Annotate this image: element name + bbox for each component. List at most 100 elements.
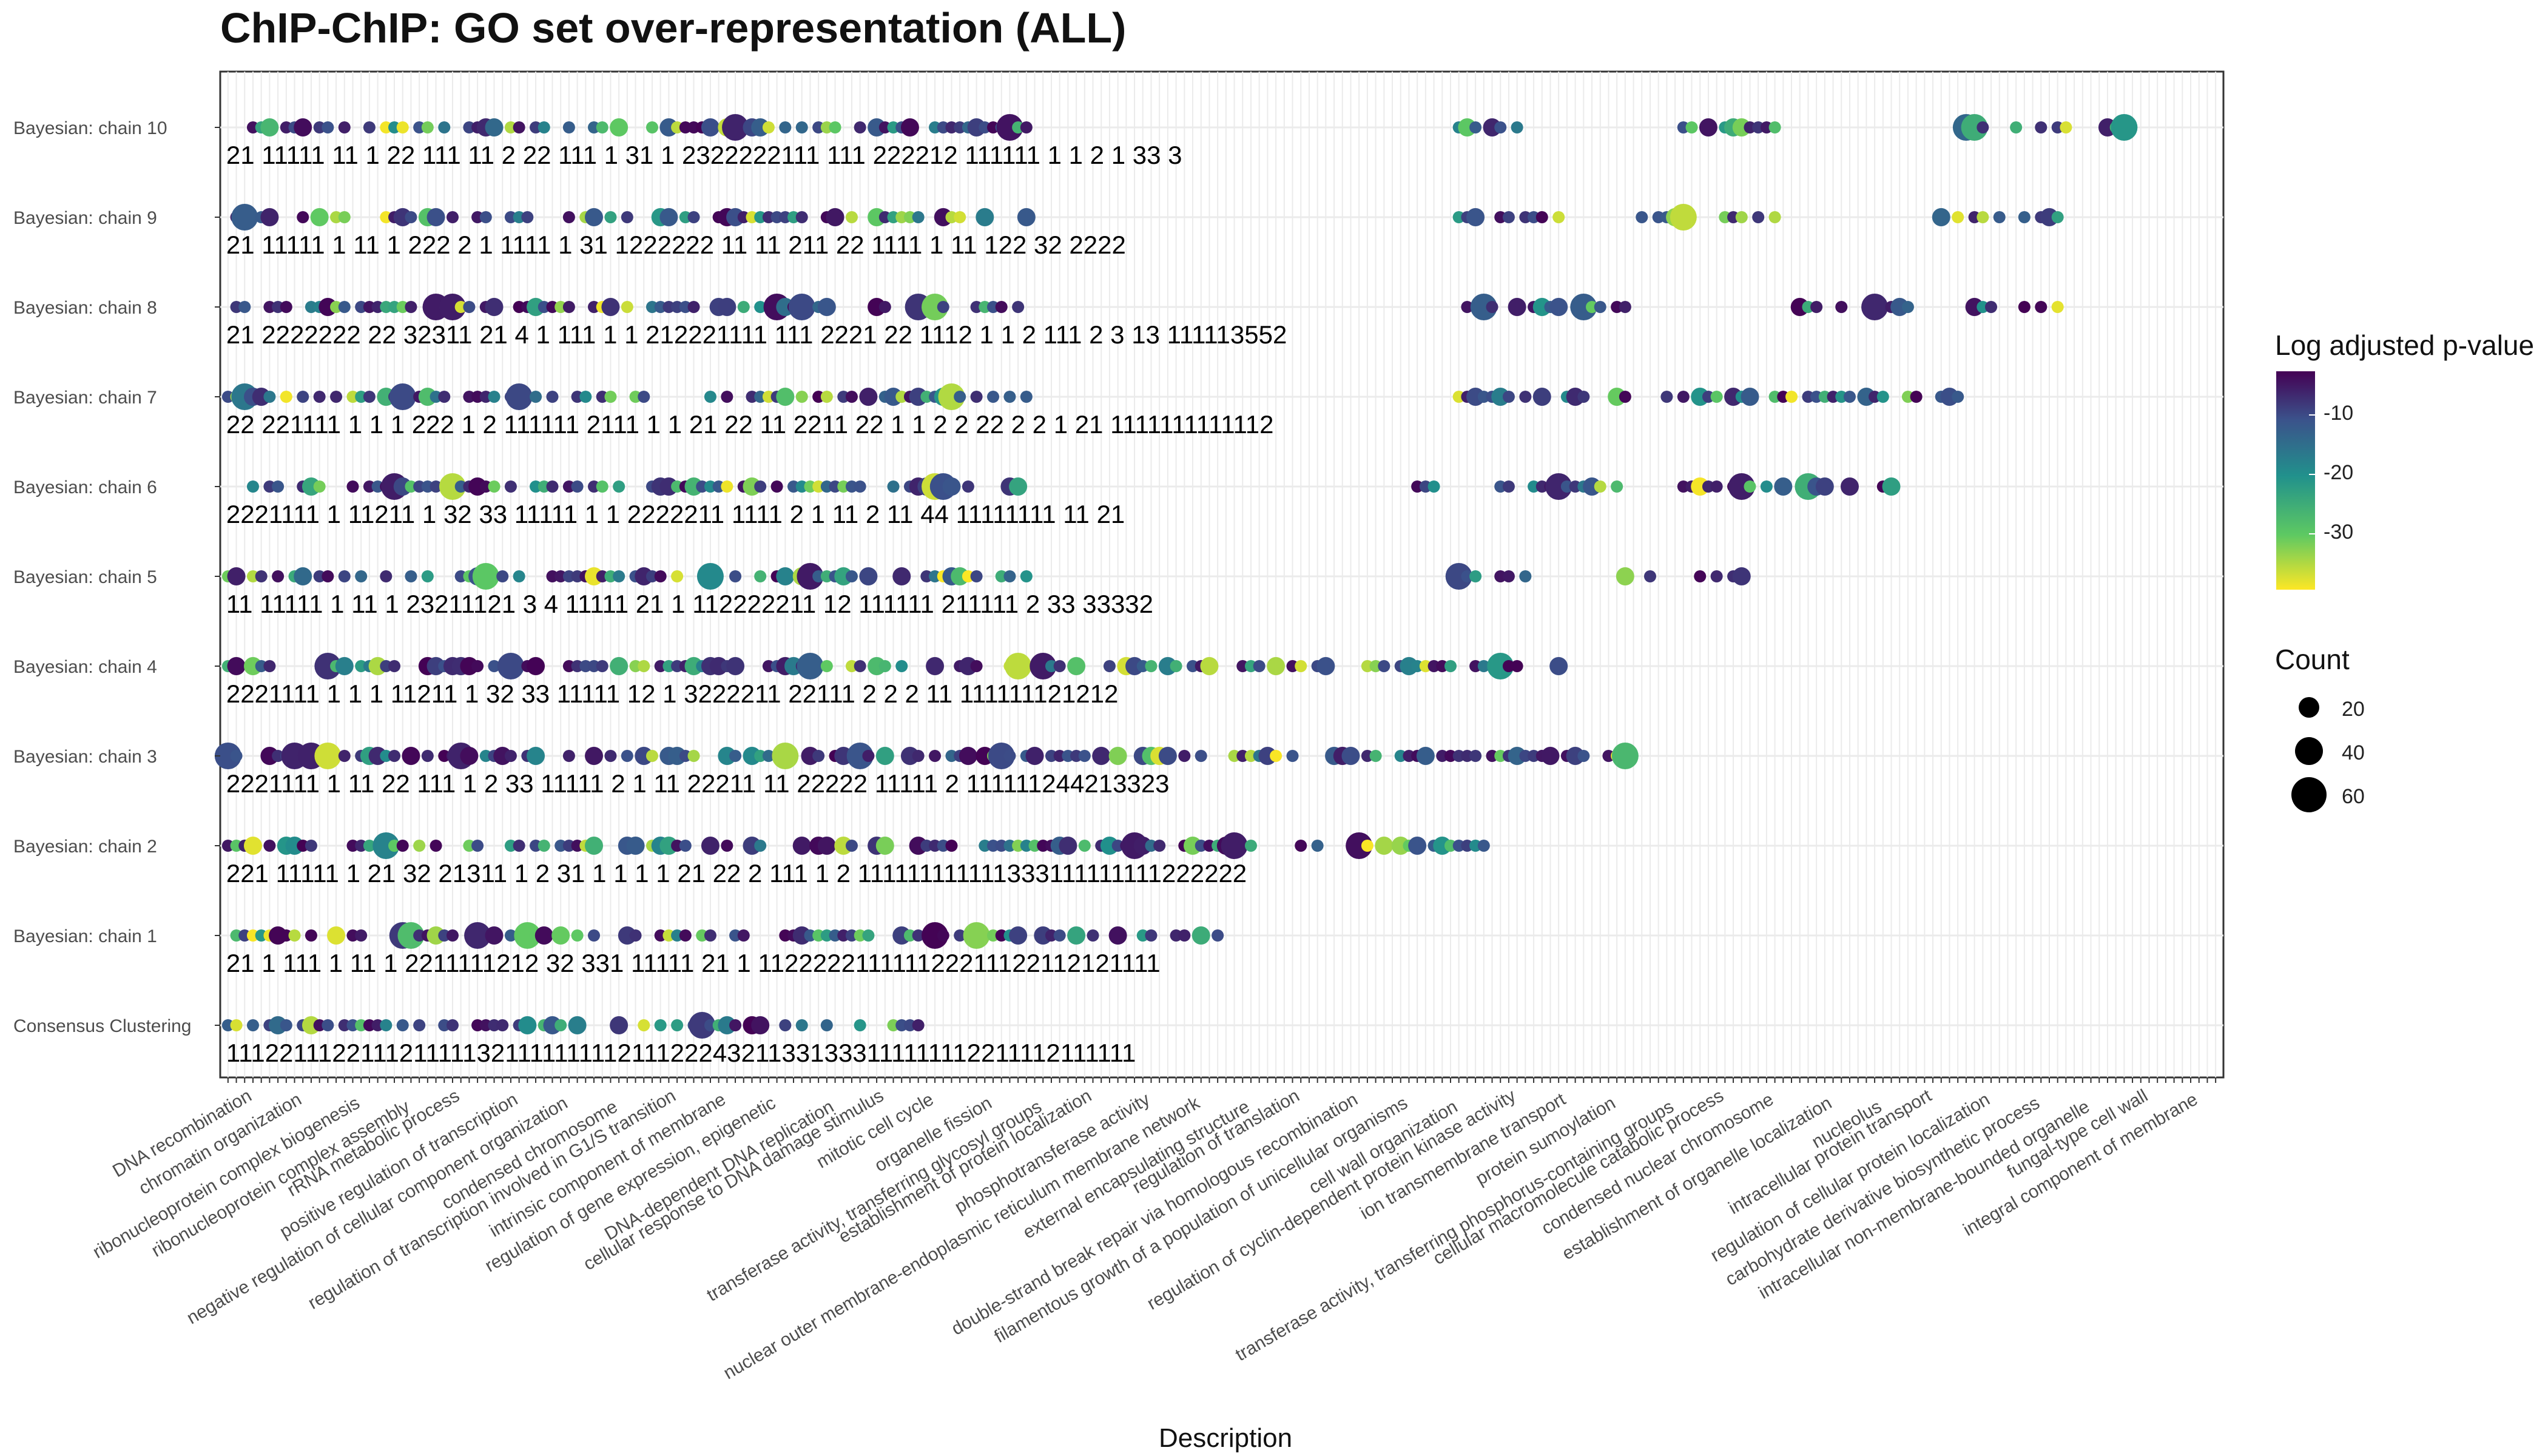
color-legend-tick-label: -10 <box>2324 402 2354 425</box>
data-point <box>854 480 866 493</box>
data-point <box>504 840 517 852</box>
data-point <box>1452 750 1465 762</box>
data-point <box>878 211 891 223</box>
data-point <box>562 570 575 582</box>
data-point <box>937 840 949 852</box>
data-point <box>1030 653 1057 679</box>
data-point <box>1466 208 1485 226</box>
data-point <box>976 208 994 226</box>
data-point <box>388 301 401 313</box>
data-point <box>995 840 1008 852</box>
data-point <box>687 750 700 762</box>
data-point <box>1103 660 1116 672</box>
data-point <box>1408 837 1427 855</box>
data-point <box>900 118 919 136</box>
data-point <box>263 480 276 493</box>
data-point <box>1977 301 1989 313</box>
data-point <box>654 660 667 672</box>
data-point <box>1203 840 1216 852</box>
data-point <box>1494 480 1507 493</box>
data-point <box>463 840 476 852</box>
data-point <box>1059 837 1077 855</box>
point-count-label: 1112211122111211111321111111112111222432… <box>226 1039 1136 1067</box>
data-point <box>1502 660 1515 672</box>
data-point <box>238 929 251 942</box>
data-point <box>1744 480 1756 493</box>
data-point <box>521 211 534 223</box>
data-point <box>488 660 500 672</box>
data-point <box>330 301 343 313</box>
data-point <box>1062 750 1074 762</box>
data-point <box>645 570 658 582</box>
data-point <box>305 929 317 942</box>
data-point <box>662 660 675 672</box>
y-tick-label: Bayesian: chain 5 <box>13 567 157 587</box>
size-legend-dot <box>2295 737 2323 765</box>
data-point <box>518 1016 537 1034</box>
data-point <box>2018 211 2031 223</box>
size-legend-dot <box>2299 697 2319 718</box>
data-point <box>704 391 716 403</box>
data-point <box>1025 747 1044 765</box>
data-point <box>1295 840 1307 852</box>
data-point <box>405 480 417 493</box>
data-point <box>421 750 434 762</box>
data-point <box>954 211 966 223</box>
data-point <box>1741 388 1759 406</box>
data-point <box>1494 750 1507 762</box>
data-point <box>472 563 499 590</box>
data-point <box>1067 657 1086 675</box>
data-point <box>438 391 451 403</box>
data-point <box>954 121 966 133</box>
data-point <box>1752 121 1765 133</box>
point-count-label: 22 221111 1 1 1 222 1 2 111111 2111 1 1 … <box>226 410 1274 439</box>
point-count-label: 2221111 1 11 22 111 1 2 33 11111 2 1 11 … <box>226 769 1170 798</box>
data-point <box>562 121 575 133</box>
data-point <box>679 211 692 223</box>
data-point <box>1427 660 1440 672</box>
data-point <box>1802 391 1815 403</box>
data-point <box>1752 211 1765 223</box>
data-point <box>920 570 933 582</box>
data-point <box>313 121 326 133</box>
data-point <box>426 208 445 226</box>
data-point <box>995 301 1008 313</box>
data-point <box>762 121 775 133</box>
data-point <box>1560 480 1573 493</box>
data-point <box>280 929 292 942</box>
data-point <box>1461 750 1474 762</box>
data-point <box>1768 211 1781 223</box>
data-point <box>446 929 459 942</box>
data-point <box>1643 570 1656 582</box>
data-point <box>671 570 684 582</box>
data-point <box>729 570 742 582</box>
data-point <box>1017 208 1036 226</box>
data-point <box>230 929 243 942</box>
data-point <box>488 1019 500 1031</box>
data-point <box>987 840 1000 852</box>
point-count-label: 11 11111 1 11 1 23211121 3 4 11111 21 1 … <box>226 590 1153 618</box>
data-point <box>355 660 368 672</box>
data-point <box>746 391 758 403</box>
data-point <box>845 480 858 493</box>
data-point <box>1616 567 1634 585</box>
data-point <box>246 1019 259 1031</box>
data-point <box>820 1019 833 1031</box>
data-point <box>945 121 958 133</box>
data-point <box>1511 121 1523 133</box>
data-point <box>380 301 393 313</box>
data-point <box>338 301 351 313</box>
data-point <box>371 1019 384 1031</box>
data-point <box>1494 211 1507 223</box>
data-point <box>305 301 317 313</box>
data-point <box>1003 570 1016 582</box>
data-point <box>845 929 858 942</box>
data-point <box>231 204 258 231</box>
data-point <box>770 211 783 223</box>
data-point <box>2035 301 2048 313</box>
data-point <box>1611 480 1623 493</box>
data-point <box>779 1019 792 1031</box>
data-point <box>671 121 684 133</box>
data-point <box>402 747 420 765</box>
data-point <box>812 929 825 942</box>
